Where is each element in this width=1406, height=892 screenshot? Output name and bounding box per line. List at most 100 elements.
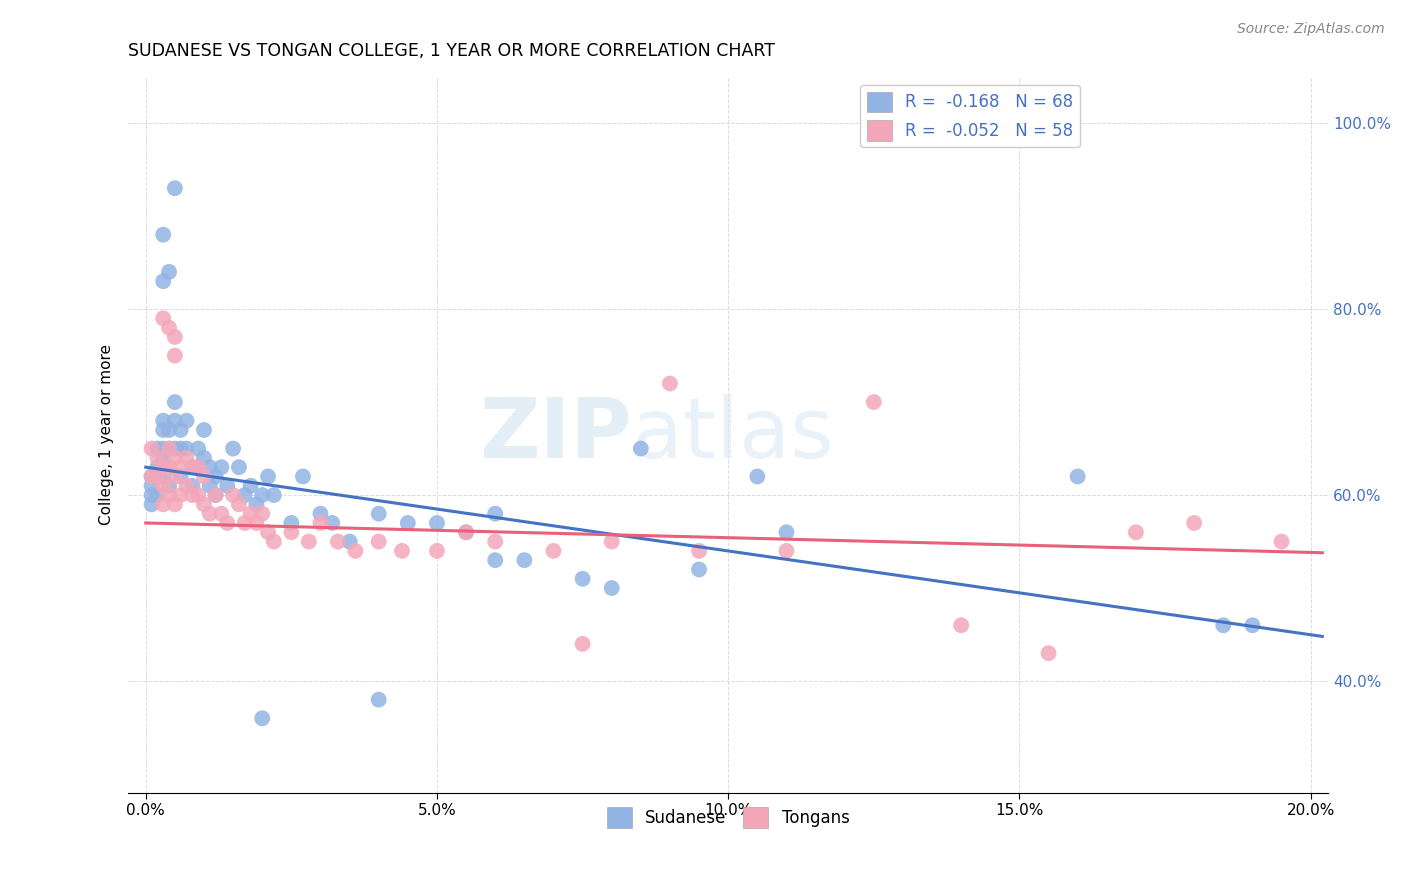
Point (141, 442, 163, 456)
Point (257, 469, 280, 483)
Point (250, 711, 273, 725)
Point (228, 460, 250, 475)
Point (170, 442, 193, 456)
Point (146, 460, 169, 475)
Point (170, 488, 193, 502)
Text: atlas: atlas (633, 394, 834, 475)
Point (263, 488, 285, 502)
Point (181, 460, 204, 475)
Point (193, 469, 215, 483)
Point (152, 227, 174, 242)
Point (454, 525, 477, 540)
Point (187, 442, 209, 456)
Point (484, 507, 506, 521)
Point (204, 488, 226, 502)
Point (280, 525, 302, 540)
Point (513, 553, 536, 567)
Point (198, 460, 221, 475)
Point (181, 488, 204, 502)
Point (233, 516, 256, 530)
Point (688, 562, 710, 576)
Point (209, 460, 232, 475)
Point (600, 534, 623, 549)
Point (239, 479, 262, 493)
Point (170, 423, 193, 437)
Point (245, 516, 267, 530)
Point (170, 469, 193, 483)
Point (484, 553, 506, 567)
Point (217, 479, 239, 493)
Point (688, 544, 710, 558)
Point (193, 423, 215, 437)
Point (1038, 646, 1060, 660)
Point (152, 274, 174, 288)
Point (222, 488, 245, 502)
Point (157, 460, 180, 475)
Text: ZIP: ZIP (479, 394, 633, 475)
Point (1329, 385, 1351, 400)
Point (157, 479, 180, 493)
Point (146, 442, 169, 456)
Point (658, 376, 681, 391)
Point (367, 534, 389, 549)
Point (233, 488, 256, 502)
Point (163, 330, 186, 344)
Point (146, 469, 169, 483)
Point (204, 469, 226, 483)
Text: Source: ZipAtlas.com: Source: ZipAtlas.com (1237, 22, 1385, 37)
Point (309, 516, 332, 530)
Point (571, 572, 593, 586)
Point (391, 544, 413, 558)
Point (344, 544, 367, 558)
Point (163, 395, 186, 409)
Point (228, 497, 250, 511)
Point (146, 488, 169, 502)
Point (454, 525, 477, 540)
Point (263, 534, 285, 549)
Point (339, 534, 361, 549)
Point (198, 479, 221, 493)
Point (141, 469, 163, 483)
Point (198, 507, 221, 521)
Point (157, 265, 180, 279)
Point (543, 544, 565, 558)
Point (152, 460, 174, 475)
Point (163, 414, 186, 428)
Point (245, 497, 267, 511)
Point (152, 497, 174, 511)
Point (630, 442, 652, 456)
Point (181, 460, 204, 475)
Text: SUDANESE VS TONGAN COLLEGE, 1 YEAR OR MORE CORRELATION CHART: SUDANESE VS TONGAN COLLEGE, 1 YEAR OR MO… (128, 42, 775, 60)
Point (152, 423, 174, 437)
Point (204, 488, 226, 502)
Point (309, 507, 332, 521)
Point (141, 497, 163, 511)
Point (157, 460, 180, 475)
Point (426, 544, 449, 558)
Point (298, 534, 321, 549)
Point (157, 488, 180, 502)
Point (209, 507, 232, 521)
Point (426, 516, 449, 530)
Point (176, 414, 198, 428)
Point (163, 181, 186, 195)
Point (157, 442, 180, 456)
Point (222, 442, 245, 456)
Point (163, 450, 186, 465)
Point (163, 349, 186, 363)
Point (187, 460, 209, 475)
Point (187, 460, 209, 475)
Point (141, 479, 163, 493)
Point (484, 534, 506, 549)
Point (1066, 469, 1088, 483)
Point (571, 637, 593, 651)
Point (257, 525, 280, 540)
Point (152, 469, 174, 483)
Point (367, 507, 389, 521)
Point (193, 450, 215, 465)
Point (146, 469, 169, 483)
Point (1270, 534, 1292, 549)
Point (163, 469, 186, 483)
Point (176, 479, 198, 493)
Point (250, 507, 273, 521)
